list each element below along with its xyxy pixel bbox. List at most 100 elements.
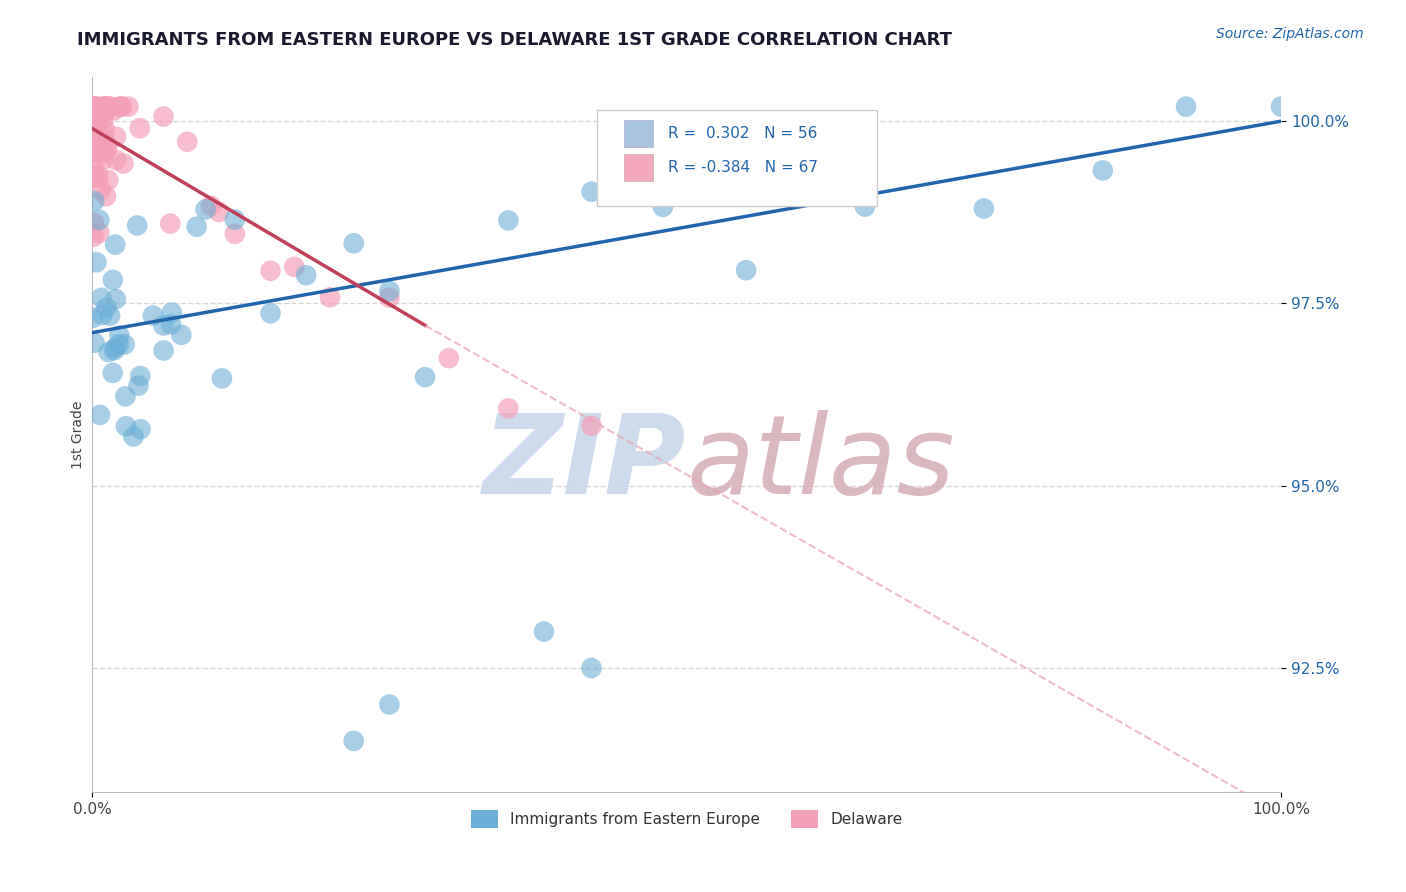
Point <box>86 255 108 269</box>
Point <box>110 100 132 114</box>
Point <box>84 100 107 114</box>
Point <box>94 133 117 147</box>
Point <box>100 100 122 114</box>
Point <box>83 229 105 244</box>
Point <box>82 170 104 185</box>
Point <box>108 337 131 351</box>
FancyBboxPatch shape <box>598 110 877 206</box>
Point <box>84 120 107 134</box>
Point <box>104 237 127 252</box>
Bar <box>624 154 654 181</box>
Point <box>160 318 183 332</box>
Point <box>735 263 758 277</box>
Text: Source: ZipAtlas.com: Source: ZipAtlas.com <box>1216 27 1364 41</box>
Point <box>295 268 318 283</box>
Point <box>108 100 131 114</box>
Point <box>104 341 127 355</box>
Point <box>93 112 115 127</box>
Point <box>498 213 520 227</box>
Point <box>853 200 876 214</box>
Point <box>90 100 112 114</box>
Point <box>152 318 174 333</box>
Point <box>91 153 114 167</box>
Point <box>160 305 183 319</box>
Point <box>115 419 138 434</box>
Point <box>83 100 105 114</box>
Point <box>84 117 107 131</box>
Point <box>498 401 520 416</box>
Point <box>94 100 117 114</box>
Point <box>103 103 125 118</box>
Y-axis label: 1st Grade: 1st Grade <box>72 401 86 469</box>
Point <box>224 227 246 241</box>
Point <box>82 157 104 171</box>
Point <box>82 129 104 144</box>
Point <box>111 100 134 114</box>
Point <box>152 110 174 124</box>
Point <box>581 661 603 675</box>
Point <box>159 217 181 231</box>
Point <box>89 212 111 227</box>
Point <box>90 183 112 197</box>
Point <box>128 121 150 136</box>
Point <box>90 130 112 145</box>
Point <box>96 301 118 315</box>
Point <box>97 345 120 359</box>
Point <box>101 366 124 380</box>
Point <box>83 335 105 350</box>
Point <box>973 202 995 216</box>
Point <box>82 100 104 114</box>
Point <box>127 378 149 392</box>
Point <box>101 273 124 287</box>
Text: atlas: atlas <box>686 409 955 516</box>
Point <box>84 102 107 116</box>
Point <box>152 343 174 358</box>
Point <box>378 698 401 712</box>
Text: ZIP: ZIP <box>484 409 686 516</box>
Point <box>533 624 555 639</box>
Point <box>89 133 111 147</box>
Point <box>83 215 105 229</box>
Point <box>96 100 118 114</box>
Point <box>176 135 198 149</box>
Point <box>1175 100 1198 114</box>
Point <box>83 120 105 134</box>
Point <box>122 429 145 443</box>
Point <box>114 389 136 403</box>
Point <box>114 337 136 351</box>
Point <box>82 145 104 159</box>
Point <box>89 226 111 240</box>
Point <box>89 147 111 161</box>
Point <box>343 734 366 748</box>
Text: R =  0.302   N = 56: R = 0.302 N = 56 <box>668 127 817 142</box>
Point <box>87 170 110 185</box>
Point <box>651 200 673 214</box>
Point <box>208 205 231 219</box>
Point <box>94 189 117 203</box>
Point <box>378 284 401 298</box>
Point <box>259 264 281 278</box>
Bar <box>624 120 654 147</box>
Point <box>142 309 165 323</box>
Point <box>200 199 222 213</box>
Point <box>86 137 108 152</box>
Point <box>170 327 193 342</box>
Point <box>105 129 128 144</box>
Point <box>94 103 117 118</box>
Point <box>86 144 108 158</box>
Point <box>581 185 603 199</box>
Point <box>259 306 281 320</box>
Point <box>319 290 342 304</box>
Point <box>93 100 115 114</box>
Point <box>186 219 208 234</box>
Point <box>94 100 117 114</box>
Point <box>82 133 104 147</box>
Point <box>1091 163 1114 178</box>
Point <box>343 236 366 251</box>
Point <box>112 156 135 170</box>
Point <box>82 134 104 148</box>
Legend: Immigrants from Eastern Europe, Delaware: Immigrants from Eastern Europe, Delaware <box>464 804 908 834</box>
Point <box>84 169 107 184</box>
Point <box>104 292 127 306</box>
Text: IMMIGRANTS FROM EASTERN EUROPE VS DELAWARE 1ST GRADE CORRELATION CHART: IMMIGRANTS FROM EASTERN EUROPE VS DELAWA… <box>77 31 952 49</box>
